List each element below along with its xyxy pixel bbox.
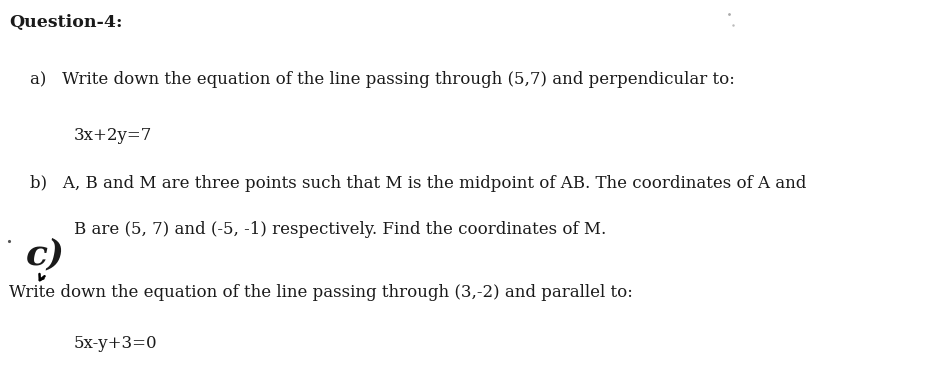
Text: B are (5, 7) and (-5, -1) respectively. Find the coordinates of M.: B are (5, 7) and (-5, -1) respectively. … xyxy=(74,221,606,238)
Text: Write down the equation of the line passing through (3,-2) and parallel to:: Write down the equation of the line pass… xyxy=(9,284,634,300)
Text: c): c) xyxy=(26,237,66,272)
Text: Question-4:: Question-4: xyxy=(9,14,123,31)
Text: a)   Write down the equation of the line passing through (5,7) and perpendicular: a) Write down the equation of the line p… xyxy=(31,71,735,88)
Text: 5x-y+3=0: 5x-y+3=0 xyxy=(74,335,157,352)
Text: 3x+2y=7: 3x+2y=7 xyxy=(74,126,153,144)
Text: b)   A, B and M are three points such that M is the midpoint of AB. The coordina: b) A, B and M are three points such that… xyxy=(31,175,807,192)
